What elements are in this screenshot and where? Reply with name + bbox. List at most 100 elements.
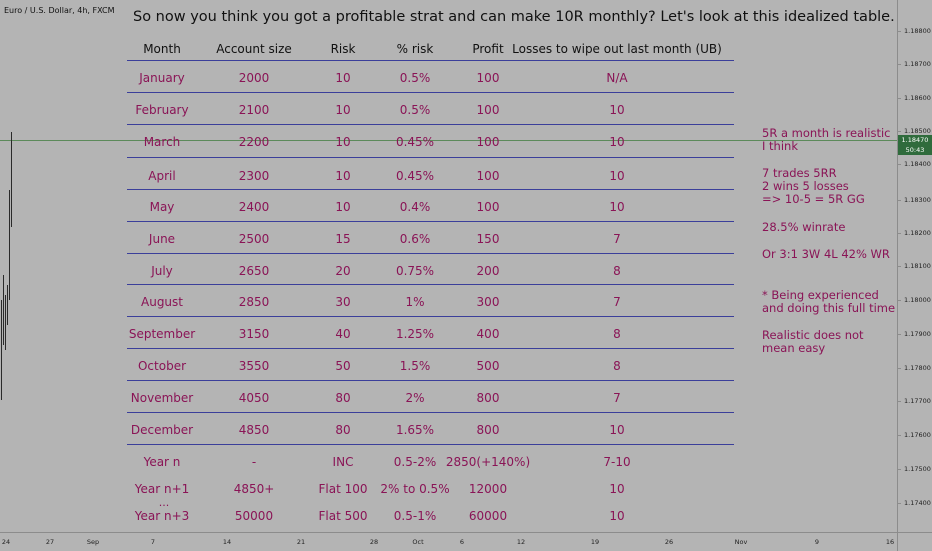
table-cell: 8 (613, 264, 621, 278)
table-cell: 0.5% (399, 103, 431, 117)
table-cell: April (148, 169, 176, 183)
table-cell: Year n+1 (134, 482, 190, 496)
candle (11, 132, 12, 227)
time-label: 19 (590, 538, 600, 546)
candle (1, 300, 2, 400)
price-tick (897, 503, 901, 504)
table-cell: 10 (609, 169, 625, 183)
table-cell: 80 (335, 391, 351, 405)
price-label: 1.18700 (904, 60, 931, 68)
candle (9, 190, 10, 300)
table-cell: Year n+3 (134, 509, 190, 523)
table-cell: INC (332, 455, 354, 469)
price-label: 1.18300 (904, 196, 931, 204)
table-cell: 10 (609, 423, 625, 437)
table-cell: 40 (335, 327, 351, 341)
table-cell: 800 (476, 391, 500, 405)
candle (7, 285, 8, 325)
table-cell: 2200 (238, 135, 270, 149)
table-row-divider (127, 124, 734, 125)
time-label: Oct (412, 538, 424, 546)
table-cell: 10 (335, 200, 351, 214)
table-cell: 3550 (238, 359, 270, 373)
time-label: 16 (885, 538, 895, 546)
table-cell: 7 (613, 232, 621, 246)
price-tick (897, 164, 901, 165)
table-cell: 2850(+140%) (445, 455, 531, 469)
table-cell: 50000 (234, 509, 274, 523)
annotation-note: 5R a month is realistic I think (762, 126, 891, 153)
price-tick (897, 469, 901, 470)
annotation-note: * Being experienced and doing this full … (762, 288, 896, 315)
table-cell: 10 (609, 103, 625, 117)
table-row-divider (127, 348, 734, 349)
table-cell: 100 (476, 135, 500, 149)
table-cell: 10 (609, 509, 625, 523)
table-cell: 100 (476, 169, 500, 183)
candle (3, 275, 4, 345)
table-header: Losses to wipe out last month (UB) (512, 42, 722, 56)
time-label: 7 (150, 538, 156, 546)
time-axis[interactable] (0, 532, 897, 551)
table-cell: Flat 500 (318, 509, 368, 523)
price-tick (897, 200, 901, 201)
table-cell: 0.5% (399, 71, 431, 85)
table-row-divider (127, 221, 734, 222)
table-cell: Flat 100 (318, 482, 368, 496)
horizontal-price-line[interactable] (0, 140, 897, 141)
table-cell: 0.6% (399, 232, 431, 246)
table-row-divider (127, 316, 734, 317)
time-label: 6 (459, 538, 465, 546)
table-cell: 10 (335, 71, 351, 85)
price-tick (897, 368, 901, 369)
table-cell: 7 (613, 295, 621, 309)
time-label: Sep (86, 538, 100, 546)
price-tick (897, 64, 901, 65)
price-tick (897, 131, 901, 132)
table-row-divider (127, 380, 734, 381)
table-cell: 4850+ (233, 482, 275, 496)
table-cell: 150 (476, 232, 500, 246)
time-label: 26 (664, 538, 674, 546)
table-cell: 0.5-1% (393, 509, 437, 523)
table-cell: 10 (335, 169, 351, 183)
table-cell: 80 (335, 423, 351, 437)
table-cell: 60000 (468, 509, 508, 523)
table-cell: 0.75% (395, 264, 435, 278)
table-cell: 2400 (238, 200, 270, 214)
chart-area[interactable] (0, 0, 897, 532)
table-cell: 0.45% (395, 135, 435, 149)
table-cell: November (130, 391, 194, 405)
table-cell: 200 (476, 264, 500, 278)
candle (5, 295, 6, 350)
symbol-label: Euro / U.S. Dollar, 4h, FXCM (4, 6, 115, 15)
axis-corner (897, 532, 932, 551)
price-label: 1.18100 (904, 262, 931, 270)
table-cell: 2000 (238, 71, 270, 85)
headline-text: So now you think you got a profitable st… (133, 9, 895, 25)
time-label: 21 (296, 538, 306, 546)
price-tick (897, 98, 901, 99)
annotation-note: 28.5% winrate (762, 220, 846, 234)
price-label: 1.17400 (904, 499, 931, 507)
table-cell: 7 (613, 391, 621, 405)
table-cell: December (130, 423, 194, 437)
annotation-note: 7 trades 5RR 2 wins 5 losses => 10-5 = 5… (762, 166, 865, 206)
table-cell: 15 (335, 232, 351, 246)
table-row-divider (127, 189, 734, 190)
table-cell: 500 (476, 359, 500, 373)
time-label: Nov (734, 538, 748, 546)
table-cell: 300 (476, 295, 500, 309)
table-header: Account size (216, 42, 292, 56)
table-cell: 10 (609, 482, 625, 496)
table-cell: July (151, 264, 173, 278)
current-price-value: 1.18470 (901, 136, 929, 144)
price-tick (897, 401, 901, 402)
time-label: 27 (45, 538, 55, 546)
table-ellipsis: ... (158, 496, 170, 509)
table-row-divider (127, 444, 734, 445)
price-tick (897, 300, 901, 301)
price-label: 1.18200 (904, 229, 931, 237)
price-label: 1.17800 (904, 364, 931, 372)
price-label: 1.18400 (904, 160, 931, 168)
